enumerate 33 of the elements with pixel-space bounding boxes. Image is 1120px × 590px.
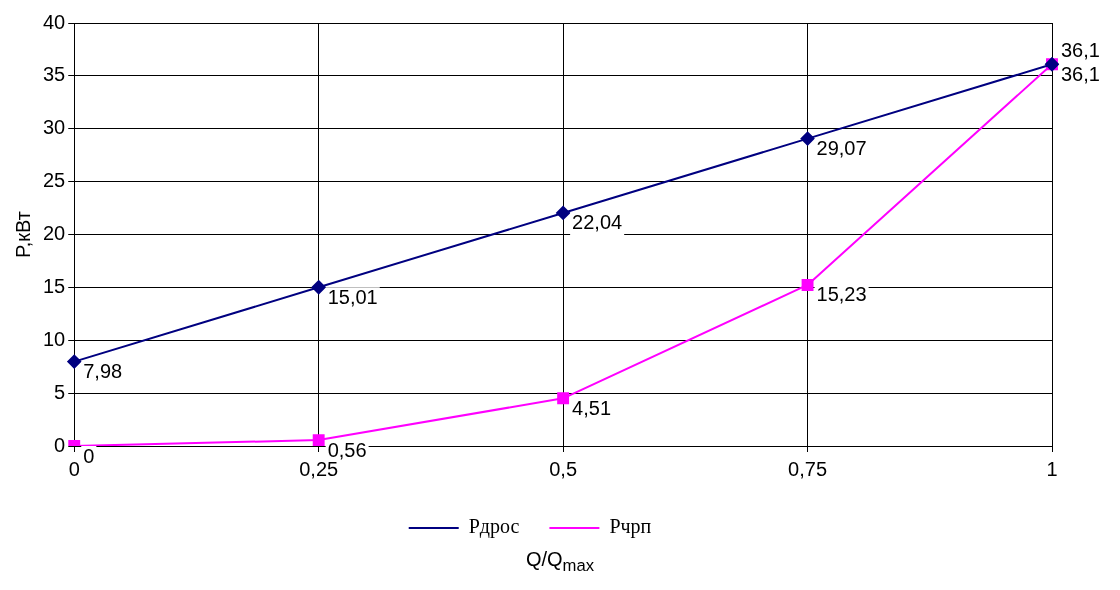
y-tick-label: 35 <box>43 63 66 86</box>
data-label: 15,23 <box>816 283 867 306</box>
y-tick-label: 40 <box>43 10 66 33</box>
data-label: 29,07 <box>816 137 867 160</box>
y-tick-label: 20 <box>43 222 66 245</box>
y-tick-label: 10 <box>43 327 66 350</box>
y-tick-label: 25 <box>43 169 66 192</box>
point <box>557 392 570 405</box>
point <box>800 131 815 146</box>
x-tick-label: 0 <box>68 457 80 480</box>
data-label: 36,1 <box>1061 62 1100 85</box>
point <box>311 280 326 295</box>
point <box>801 278 814 291</box>
y-tick-label: 30 <box>43 116 66 139</box>
data-label: 0,56 <box>327 438 367 461</box>
x-tick-label: 0,5 <box>549 457 578 480</box>
y-tick-label: 0 <box>54 433 66 456</box>
legend-label: Pчрп <box>609 515 652 539</box>
data-label: 7,98 <box>83 360 123 383</box>
x-tick-label: 0,75 <box>788 457 828 480</box>
point <box>556 205 571 220</box>
y-tick-label: 15 <box>43 274 66 297</box>
point <box>67 354 82 369</box>
x-axis-title: Q/Q$_{max}$ <box>524 548 596 576</box>
y-axis-title: P,кВт <box>11 211 34 258</box>
data-label: 22,04 <box>572 211 623 234</box>
legend-label: Pдрос <box>468 515 520 539</box>
data-label: 15,01 <box>327 285 378 308</box>
point <box>312 434 325 446</box>
data-label: 36,1 <box>1061 38 1100 61</box>
y-tick-label: 5 <box>54 380 66 403</box>
x-tick-label: 1 <box>1046 457 1058 480</box>
data-label: 4,51 <box>572 396 612 419</box>
